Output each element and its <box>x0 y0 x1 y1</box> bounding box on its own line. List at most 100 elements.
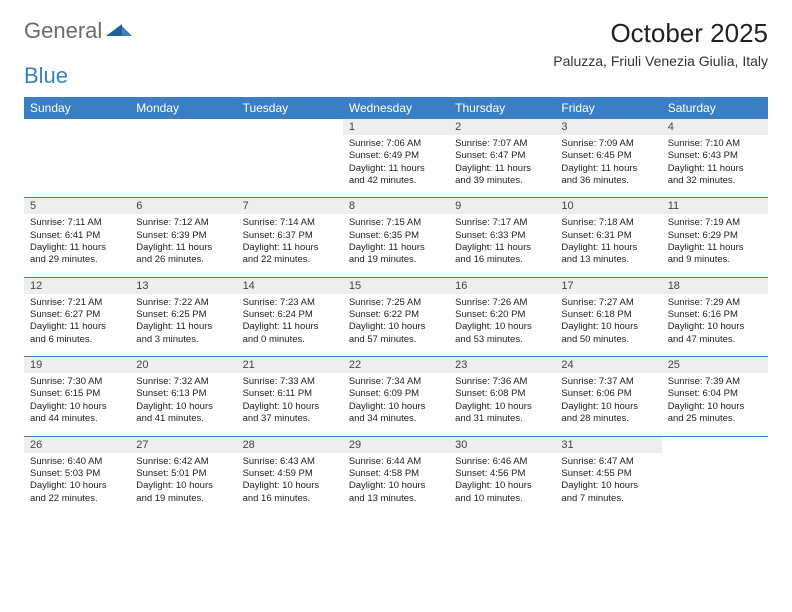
day-number-cell: 14 <box>237 278 343 294</box>
day-detail-cell: Sunrise: 7:33 AMSunset: 6:11 PMDaylight:… <box>237 373 343 436</box>
day-detail-cell: Sunrise: 6:47 AMSunset: 4:55 PMDaylight:… <box>555 453 661 515</box>
sunrise-line: Sunrise: 7:21 AM <box>30 297 124 309</box>
daylight-line: Daylight: 10 hours and 28 minutes. <box>561 401 655 426</box>
sunset-line: Sunset: 6:13 PM <box>136 388 230 400</box>
day-detail-cell: Sunrise: 7:39 AMSunset: 6:04 PMDaylight:… <box>662 373 768 436</box>
sunset-line: Sunset: 6:47 PM <box>455 150 549 162</box>
daylight-line: Daylight: 11 hours and 29 minutes. <box>30 242 124 267</box>
daylight-line: Daylight: 11 hours and 9 minutes. <box>668 242 762 267</box>
day-number-row: 12131415161718 <box>24 278 768 294</box>
sunset-line: Sunset: 6:45 PM <box>561 150 655 162</box>
dayhead-monday: Monday <box>130 97 236 119</box>
day-detail-row: Sunrise: 7:30 AMSunset: 6:15 PMDaylight:… <box>24 373 768 436</box>
day-detail-cell: Sunrise: 7:07 AMSunset: 6:47 PMDaylight:… <box>449 135 555 198</box>
day-number-cell: 15 <box>343 278 449 294</box>
sunrise-line: Sunrise: 7:29 AM <box>668 297 762 309</box>
day-detail-row: Sunrise: 7:06 AMSunset: 6:49 PMDaylight:… <box>24 135 768 198</box>
sunset-line: Sunset: 6:41 PM <box>30 230 124 242</box>
brand-blue: Blue <box>24 63 68 89</box>
day-detail-cell: Sunrise: 7:19 AMSunset: 6:29 PMDaylight:… <box>662 214 768 277</box>
sunset-line: Sunset: 4:55 PM <box>561 468 655 480</box>
daylight-line: Daylight: 10 hours and 57 minutes. <box>349 321 443 346</box>
day-detail-cell: Sunrise: 6:40 AMSunset: 5:03 PMDaylight:… <box>24 453 130 515</box>
calendar-table: Sunday Monday Tuesday Wednesday Thursday… <box>24 97 768 515</box>
day-number-cell: 6 <box>130 198 236 214</box>
sunrise-line: Sunrise: 7:10 AM <box>668 138 762 150</box>
day-detail-cell <box>24 135 130 198</box>
day-detail-row: Sunrise: 6:40 AMSunset: 5:03 PMDaylight:… <box>24 453 768 515</box>
sunrise-line: Sunrise: 7:26 AM <box>455 297 549 309</box>
daylight-line: Daylight: 11 hours and 16 minutes. <box>455 242 549 267</box>
day-number-cell: 12 <box>24 278 130 294</box>
sunrise-line: Sunrise: 7:12 AM <box>136 217 230 229</box>
day-detail-cell: Sunrise: 6:42 AMSunset: 5:01 PMDaylight:… <box>130 453 236 515</box>
day-number-row: 567891011 <box>24 198 768 214</box>
sunset-line: Sunset: 6:11 PM <box>243 388 337 400</box>
sunrise-line: Sunrise: 7:37 AM <box>561 376 655 388</box>
day-detail-row: Sunrise: 7:21 AMSunset: 6:27 PMDaylight:… <box>24 294 768 357</box>
daylight-line: Daylight: 11 hours and 22 minutes. <box>243 242 337 267</box>
day-number-cell <box>24 119 130 135</box>
sunset-line: Sunset: 6:20 PM <box>455 309 549 321</box>
day-detail-cell <box>662 453 768 515</box>
title-block: October 2025 Paluzza, Friuli Venezia Giu… <box>553 18 768 69</box>
sunrise-line: Sunrise: 7:39 AM <box>668 376 762 388</box>
day-detail-cell: Sunrise: 7:10 AMSunset: 6:43 PMDaylight:… <box>662 135 768 198</box>
sunset-line: Sunset: 6:37 PM <box>243 230 337 242</box>
daylight-line: Daylight: 11 hours and 6 minutes. <box>30 321 124 346</box>
daylight-line: Daylight: 10 hours and 22 minutes. <box>30 480 124 505</box>
sunset-line: Sunset: 4:58 PM <box>349 468 443 480</box>
sunrise-line: Sunrise: 6:47 AM <box>561 456 655 468</box>
day-number-cell <box>662 437 768 453</box>
sunrise-line: Sunrise: 7:07 AM <box>455 138 549 150</box>
daylight-line: Daylight: 11 hours and 32 minutes. <box>668 163 762 188</box>
daylight-line: Daylight: 10 hours and 50 minutes. <box>561 321 655 346</box>
day-number-cell <box>237 119 343 135</box>
day-detail-cell: Sunrise: 7:37 AMSunset: 6:06 PMDaylight:… <box>555 373 661 436</box>
page: General October 2025 Paluzza, Friuli Ven… <box>0 0 792 533</box>
day-number-cell: 13 <box>130 278 236 294</box>
dayhead-sunday: Sunday <box>24 97 130 119</box>
day-detail-cell: Sunrise: 7:26 AMSunset: 6:20 PMDaylight:… <box>449 294 555 357</box>
day-detail-cell: Sunrise: 7:21 AMSunset: 6:27 PMDaylight:… <box>24 294 130 357</box>
day-number-cell: 29 <box>343 437 449 453</box>
day-number-cell: 18 <box>662 278 768 294</box>
daylight-line: Daylight: 11 hours and 26 minutes. <box>136 242 230 267</box>
sunset-line: Sunset: 4:56 PM <box>455 468 549 480</box>
day-detail-cell: Sunrise: 7:14 AMSunset: 6:37 PMDaylight:… <box>237 214 343 277</box>
sunset-line: Sunset: 6:16 PM <box>668 309 762 321</box>
daylight-line: Daylight: 11 hours and 36 minutes. <box>561 163 655 188</box>
day-number-cell: 24 <box>555 357 661 373</box>
sunrise-line: Sunrise: 7:17 AM <box>455 217 549 229</box>
daylight-line: Daylight: 10 hours and 41 minutes. <box>136 401 230 426</box>
day-detail-cell: Sunrise: 7:34 AMSunset: 6:09 PMDaylight:… <box>343 373 449 436</box>
sunset-line: Sunset: 6:24 PM <box>243 309 337 321</box>
day-number-cell: 9 <box>449 198 555 214</box>
day-number-cell: 31 <box>555 437 661 453</box>
day-number-cell: 30 <box>449 437 555 453</box>
day-number-cell: 25 <box>662 357 768 373</box>
sunset-line: Sunset: 6:25 PM <box>136 309 230 321</box>
day-number-cell: 8 <box>343 198 449 214</box>
sunrise-line: Sunrise: 7:25 AM <box>349 297 443 309</box>
sunset-line: Sunset: 6:27 PM <box>30 309 124 321</box>
daylight-line: Daylight: 10 hours and 47 minutes. <box>668 321 762 346</box>
page-subtitle: Paluzza, Friuli Venezia Giulia, Italy <box>553 53 768 69</box>
day-number-cell: 19 <box>24 357 130 373</box>
day-detail-cell <box>237 135 343 198</box>
sunrise-line: Sunrise: 7:22 AM <box>136 297 230 309</box>
daylight-line: Daylight: 10 hours and 53 minutes. <box>455 321 549 346</box>
sunset-line: Sunset: 6:22 PM <box>349 309 443 321</box>
sunrise-line: Sunrise: 7:09 AM <box>561 138 655 150</box>
sunset-line: Sunset: 5:03 PM <box>30 468 124 480</box>
daylight-line: Daylight: 10 hours and 7 minutes. <box>561 480 655 505</box>
sunrise-line: Sunrise: 6:46 AM <box>455 456 549 468</box>
sunset-line: Sunset: 6:35 PM <box>349 230 443 242</box>
sunrise-line: Sunrise: 7:14 AM <box>243 217 337 229</box>
sunset-line: Sunset: 6:06 PM <box>561 388 655 400</box>
sunset-line: Sunset: 6:08 PM <box>455 388 549 400</box>
sunset-line: Sunset: 6:33 PM <box>455 230 549 242</box>
daylight-line: Daylight: 11 hours and 19 minutes. <box>349 242 443 267</box>
day-number-cell: 16 <box>449 278 555 294</box>
day-number-row: 262728293031 <box>24 437 768 453</box>
